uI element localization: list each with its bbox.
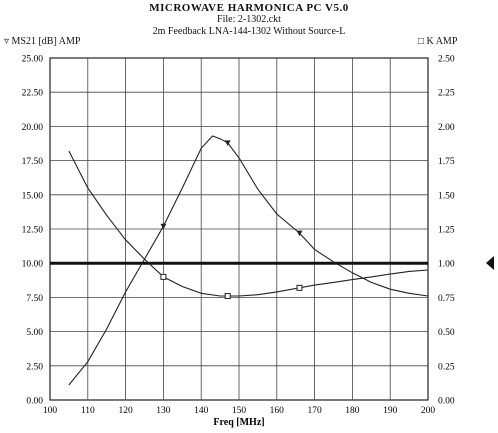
y-left-tick-label: 5.00 (26, 328, 43, 338)
grid (50, 58, 428, 400)
x-tick-label: 120 (118, 406, 133, 416)
y-right-tick-label: 0.00 (438, 397, 455, 407)
x-tick-label: 130 (156, 406, 171, 416)
y-left-tick-label: 2.50 (26, 362, 43, 372)
y-left-tick-label: 17.50 (22, 157, 44, 167)
x-tick-label: 140 (194, 406, 209, 416)
marker-ms21 (296, 230, 303, 237)
y-right-tick-label: 2.50 (438, 55, 455, 65)
y-left-tick-labels: 0.00 2.50 5.00 7.50 10.00 12.50 15.00 17.50 20.0… (22, 55, 44, 407)
y-left-tick-label: 10.00 (22, 260, 44, 270)
x-tick-label: 170 (307, 406, 322, 416)
x-tick-label: 100 (43, 406, 58, 416)
series-group (68, 135, 429, 386)
y-right-tick-label: 1.00 (438, 260, 455, 270)
marker-ms21 (160, 223, 167, 230)
y-right-tick-label: 0.50 (438, 328, 455, 338)
marker-k-amp (224, 293, 231, 300)
y-left-tick-label: 22.50 (22, 89, 44, 99)
x-tick-label: 190 (383, 406, 398, 416)
y-left-tick-label: 7.50 (26, 294, 43, 304)
x-tick-label: 160 (270, 406, 285, 416)
series-line-k-amp (68, 150, 429, 297)
y-right-tick-label: 1.25 (438, 226, 455, 236)
y-left-tick-label: 0.00 (26, 397, 43, 407)
y-right-tick-label: 0.75 (438, 294, 455, 304)
y-left-tick-label: 25.00 (22, 55, 44, 65)
file-name: File: 2-1302.ckt (217, 14, 281, 25)
y-left-tick-label: 20.00 (22, 123, 44, 133)
marker-k-amp (296, 284, 303, 291)
y-right-tick-label: 0.25 (438, 362, 455, 372)
chart-subtitle: 2m Feedback LNA-144-1302 Without Source-… (152, 26, 346, 37)
series-line-ms21-db-amp (68, 135, 429, 386)
legend-ms21: ▿ MS21 [dB] AMP (4, 36, 81, 47)
x-tick-label: 110 (81, 406, 95, 416)
y-right-tick-label: 1.75 (438, 157, 455, 167)
y-right-tick-label: 2.00 (438, 123, 455, 133)
y-left-tick-label: 15.00 (22, 191, 44, 201)
y-right-tick-label: 1.50 (438, 191, 455, 201)
x-tick-label: 150 (232, 406, 247, 416)
y-right-tick-labels: 0.00 0.25 0.50 0.75 1.00 1.25 1.50 1.75 2.00 2.25… (438, 55, 455, 407)
x-tick-label: 200 (421, 406, 436, 416)
x-axis-label: Freq [MHz] (213, 417, 264, 428)
marker-k-amp (160, 273, 167, 280)
x-tick-labels: 100 110 120 130 140 150 160 170 180 190 200 (43, 406, 436, 416)
x-tick-label: 180 (345, 406, 360, 416)
chart-title: MICROWAVE HARMONICA PC V5.0 (149, 2, 349, 14)
legend-k-amp: □ K AMP (418, 36, 458, 47)
y-right-tick-label: 2.25 (438, 89, 455, 99)
y-left-tick-label: 12.50 (22, 226, 44, 236)
marker-ms21 (224, 140, 231, 146)
reference-pointer-icon (486, 256, 494, 270)
